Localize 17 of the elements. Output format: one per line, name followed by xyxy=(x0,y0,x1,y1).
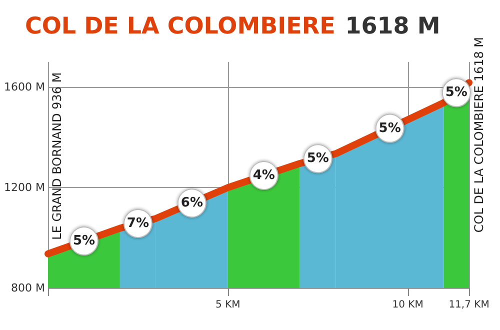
x-tick-label: 5 KM xyxy=(216,300,240,310)
annotation: 4% xyxy=(252,168,275,183)
y-tick-label: 1600 M xyxy=(4,80,45,94)
annotation: COL DE LA COLOMBIERE 1618 M xyxy=(472,36,486,233)
x-tick-label: 11,7 KM xyxy=(448,300,490,310)
x-tick-label: 10 KM xyxy=(392,300,424,310)
annotation: 5% xyxy=(306,151,329,166)
chart-title: COL DE LA COLOMBIERE xyxy=(25,14,336,40)
annotation: 5% xyxy=(72,234,96,249)
annotation: 5% xyxy=(445,85,468,100)
chart-subtitle: 1618 M xyxy=(345,14,440,40)
annotation: 7% xyxy=(126,216,149,231)
annotation: 6% xyxy=(180,196,203,211)
annotation: LE GRAND BORNAND 936 M xyxy=(50,72,64,240)
annotation: 5% xyxy=(378,120,401,136)
y-tick-label: 800 M xyxy=(11,282,45,294)
y-tick-label: 1200 M xyxy=(4,181,45,194)
